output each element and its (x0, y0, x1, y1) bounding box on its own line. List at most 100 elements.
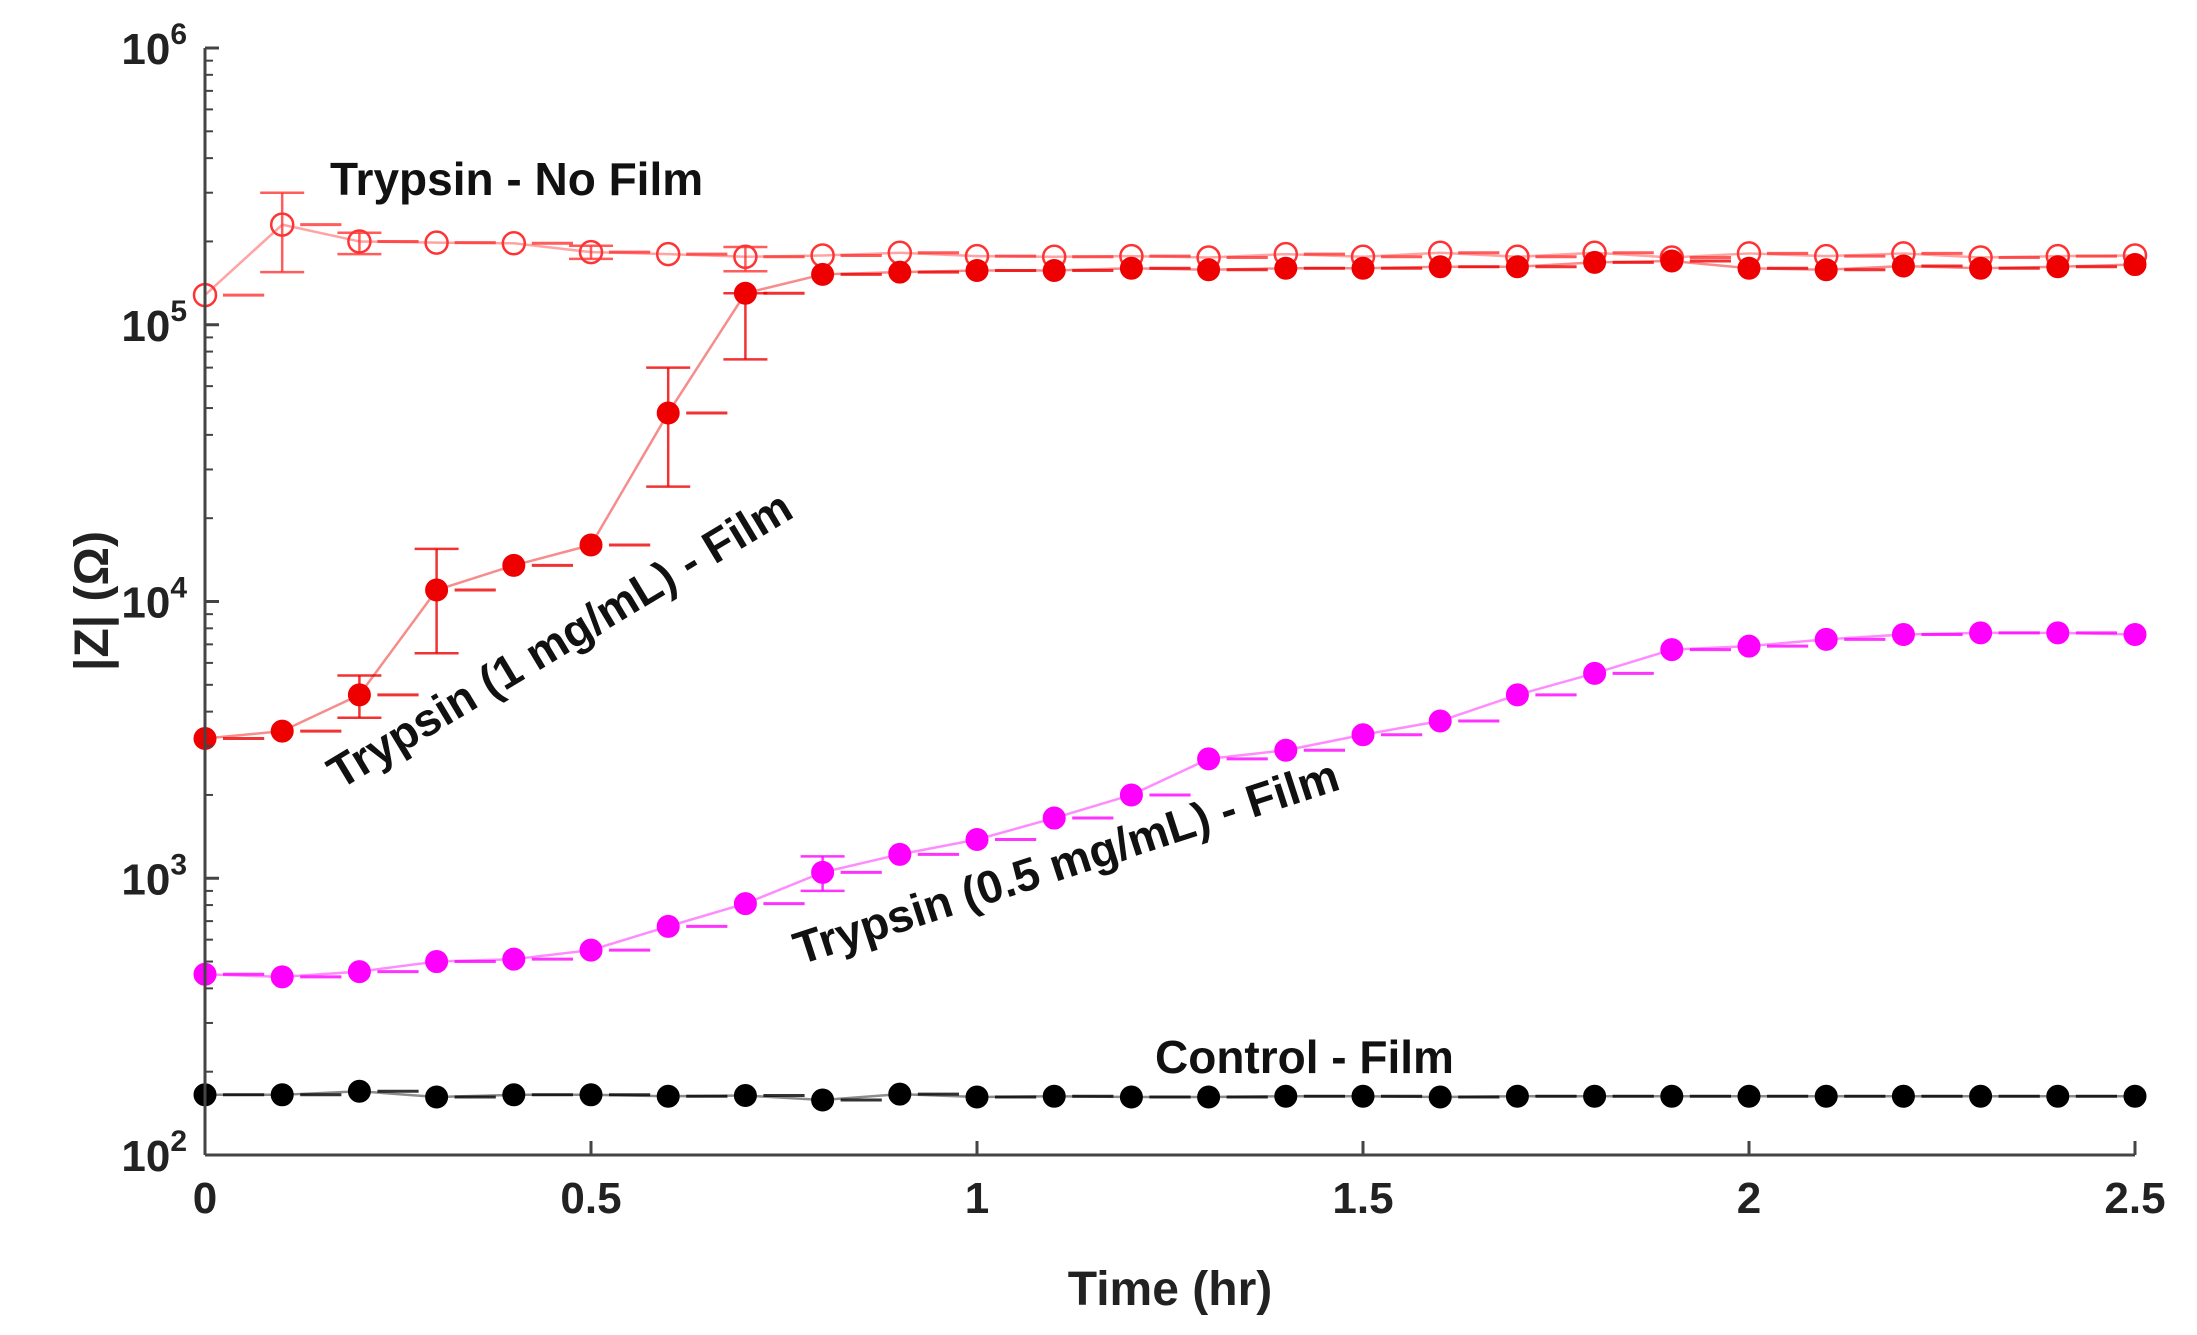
x-tick-label: 2.5 (2104, 1174, 2165, 1223)
y-axis-title: |Z| (Ω) (66, 531, 119, 671)
series-connector (1517, 251, 1595, 259)
data-point (1660, 249, 1684, 273)
data-point (1428, 1085, 1452, 1109)
series-connector (667, 902, 746, 928)
data-point (347, 1079, 371, 1103)
data-point (1660, 638, 1684, 662)
data-point (811, 262, 835, 286)
series-connector (976, 816, 1055, 841)
data-point (2046, 1084, 2070, 1108)
data-point (965, 828, 989, 852)
data-point (425, 578, 449, 602)
data-point (888, 260, 912, 284)
data-point (1814, 258, 1838, 282)
series-connector (899, 251, 978, 258)
series-3 (193, 1079, 2147, 1112)
data-point (1814, 627, 1838, 651)
data-point (2046, 255, 2070, 279)
series-connector (1594, 251, 1672, 259)
series-connector (1362, 719, 1441, 736)
data-point (1660, 1084, 1684, 1108)
data-point (579, 533, 603, 557)
data-point (888, 1082, 912, 1106)
data-point (811, 1088, 835, 1112)
data-point (269, 212, 295, 237)
series-connector (359, 960, 437, 973)
y-tick-label: 102 (121, 1125, 187, 1181)
data-point (1274, 1084, 1298, 1108)
series-connector (1053, 793, 1132, 820)
x-tick-label: 2 (1737, 1174, 1761, 1223)
data-point (579, 1083, 603, 1107)
data-point (2123, 622, 2147, 646)
data-point (733, 892, 757, 916)
series-connector (590, 925, 669, 952)
data-point (1737, 1084, 1761, 1108)
series-2 (193, 621, 2147, 989)
series-connector (282, 1089, 360, 1097)
plot-area (192, 191, 2148, 1112)
data-point (578, 239, 604, 265)
series-connector (1671, 644, 1750, 651)
series-connector (1671, 259, 1750, 270)
data-point (656, 1084, 680, 1108)
series-connector (513, 948, 592, 961)
data-point (1737, 634, 1761, 658)
data-point (1351, 256, 1375, 280)
series-connector (358, 589, 438, 696)
data-point (425, 1085, 449, 1109)
series-connector (204, 223, 284, 297)
data-point (347, 683, 371, 707)
data-point (2123, 253, 2147, 277)
data-point (1891, 254, 1915, 278)
series-connector (1826, 264, 1904, 272)
x-axis-title: Time (hr) (1068, 1263, 1272, 1316)
series-connector (822, 853, 901, 874)
data-point (270, 719, 294, 743)
data-point (424, 230, 449, 255)
annotation-trypsin-1mg-film: Trypsin (1 mg/mL) - Film (318, 480, 800, 798)
data-point (1197, 747, 1221, 771)
data-point (1197, 258, 1221, 282)
data-point (1969, 621, 1993, 645)
x-tick-label: 1 (965, 1174, 989, 1223)
data-point (1737, 256, 1761, 280)
series-connector (899, 838, 978, 856)
series-connector (1517, 261, 1595, 269)
data-point (1891, 622, 1915, 646)
series-connector (1517, 672, 1595, 697)
y-tick-label: 104 (121, 572, 187, 628)
series-connector (1748, 638, 1827, 648)
data-point (1583, 250, 1607, 274)
data-point (1042, 806, 1066, 830)
data-point (1042, 1084, 1066, 1108)
data-point (1351, 1084, 1375, 1108)
data-point (1891, 1084, 1915, 1108)
series-connector (282, 970, 360, 979)
data-point (502, 553, 526, 577)
y-tick-label: 103 (121, 848, 187, 904)
data-point (2046, 621, 2070, 645)
data-point (1505, 255, 1529, 279)
data-point (888, 842, 912, 866)
data-point (270, 1083, 294, 1107)
series-connector (1208, 749, 1286, 761)
series-connector (513, 543, 592, 567)
data-point (1505, 1084, 1529, 1108)
data-point (811, 860, 835, 884)
series-0 (192, 191, 2148, 308)
data-point (1583, 661, 1607, 685)
series-connector (745, 1094, 823, 1102)
data-point (1505, 683, 1529, 707)
data-point (965, 1085, 989, 1109)
data-point (270, 965, 294, 989)
data-point (1814, 1084, 1838, 1108)
x-tick-label: 1.5 (1332, 1174, 1393, 1223)
data-point (425, 950, 449, 974)
data-point (1428, 255, 1452, 279)
series-connector (589, 412, 670, 546)
series-connector (1594, 648, 1673, 675)
data-point (347, 960, 371, 984)
series-connector (667, 292, 747, 414)
